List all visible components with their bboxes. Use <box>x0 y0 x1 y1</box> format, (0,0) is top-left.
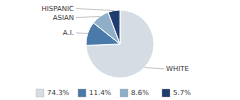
legend-swatch <box>162 89 170 97</box>
legend-item: 8.6% <box>120 89 149 97</box>
legend-swatch <box>120 89 128 97</box>
slice-label: HISPANIC <box>41 5 74 13</box>
legend-label: 11.4% <box>89 89 112 97</box>
pie: WHITE A.I. ASIANHISPANIC <box>41 5 188 78</box>
legend-label: 5.7% <box>173 89 191 97</box>
legend-item: 74.3% <box>36 89 70 97</box>
leader-line <box>76 9 114 11</box>
leader-line <box>76 16 100 17</box>
slice-label: WHITE <box>166 65 189 73</box>
legend: 74.3% 11.4% 8.6% 5.7% <box>36 89 191 97</box>
leader-line <box>76 32 88 34</box>
legend-item: 11.4% <box>78 89 112 97</box>
slice <box>108 10 120 44</box>
slice-label: A.I. <box>63 29 74 37</box>
legend-label: 8.6% <box>131 89 149 97</box>
legend-item: 5.7% <box>162 89 191 97</box>
chart: WHITE A.I. ASIANHISPANIC 74.3% 11.4% 8.6% 5.7% <box>0 0 240 100</box>
legend-label: 74.3% <box>47 89 70 97</box>
leader-line <box>145 68 164 69</box>
slice-label: ASIAN <box>53 14 74 22</box>
legend-swatch <box>78 89 86 97</box>
legend-swatch <box>36 89 44 97</box>
slice <box>86 10 154 78</box>
